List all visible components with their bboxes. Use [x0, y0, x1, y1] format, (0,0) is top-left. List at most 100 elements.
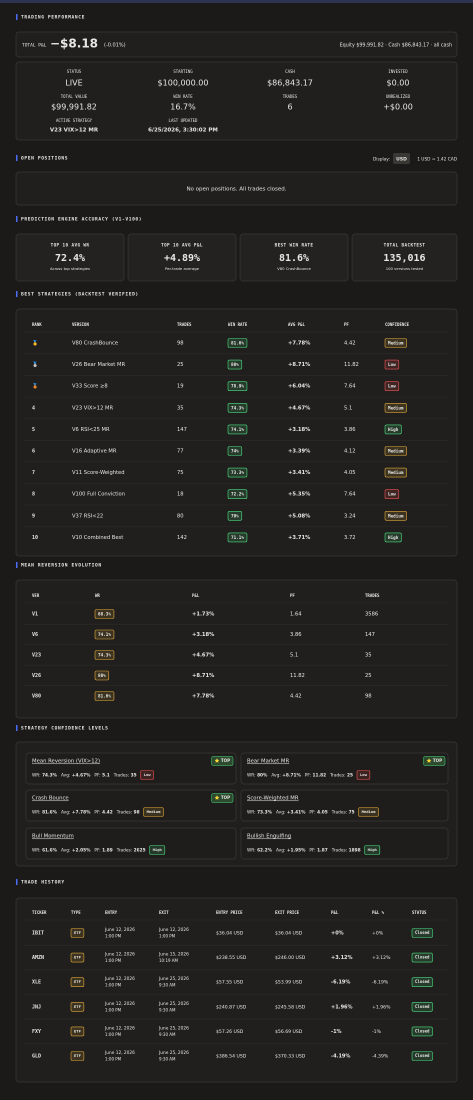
currency-toggle[interactable]: USD [396, 157, 407, 163]
win-rate-badge: 74.3% [98, 653, 111, 659]
accuracy-card [351, 233, 458, 282]
pnl: +3.12% [331, 955, 353, 961]
confidence-badge: Medium [388, 341, 404, 347]
section-title: TRADING PERFORMANCE [21, 15, 85, 21]
rank: 10 [32, 535, 38, 541]
version: V33 Score ≥8 [72, 384, 108, 390]
version: V16 Adaptive MR [72, 449, 117, 455]
confidence-badge-bg [384, 338, 407, 348]
stat-label: WR: [247, 810, 256, 816]
confidence-badge-bg [384, 359, 400, 370]
strategy-link[interactable]: Score-Weighted MR [247, 796, 299, 802]
exit-price: $245.58 USD [275, 1004, 306, 1010]
column-header: P&L % [372, 910, 385, 915]
stat-value: 75 [349, 810, 355, 816]
date: June 25, 2026 [158, 1050, 189, 1056]
confidence-badge-bg [384, 424, 402, 435]
strategy-link[interactable]: Mean Reversion (VIX>12) [32, 759, 100, 765]
date: June 25, 2026 [158, 1025, 189, 1031]
accuracy-label: TOTAL BACKTEST [384, 243, 426, 249]
win-rate-badge-bg [94, 650, 115, 660]
column-header: EXIT PRICE [275, 910, 300, 915]
column-header: PF [344, 322, 349, 327]
fx-rate: 1 USD = 1.42 CAD [417, 157, 457, 163]
confidence-badge-bg [384, 467, 407, 478]
time: 1:00 PM [105, 1032, 122, 1037]
avg-pnl: +7.78% [288, 341, 311, 347]
section-title: PREDICTION ENGINE ACCURACY (V1-V100) [21, 217, 142, 223]
column-header: WIN RATE [228, 322, 248, 327]
strategy-link[interactable]: Bear Market MR [247, 759, 289, 765]
accuracy-note: 100 versions tested [386, 266, 424, 271]
rank: 9 [32, 513, 35, 519]
stat-value: $86,843.17 [267, 79, 313, 88]
stat-label: INVESTED [388, 69, 408, 74]
column-header: AVG P&L [288, 322, 305, 327]
rank: 7 [32, 470, 35, 476]
pnl-label: TOTAL P&L [22, 43, 47, 49]
ticker: GLD [32, 1054, 41, 1060]
top-badge: ⭐ TOP [215, 758, 231, 763]
stat-label: Trades: [116, 810, 132, 816]
stat-label: TRADES [283, 94, 298, 99]
confidence-badge: Medium [362, 809, 376, 814]
section-accent [16, 291, 18, 297]
confidence-badge: Medium [388, 405, 404, 411]
stat-value: LIVE [65, 79, 82, 88]
type-badge-bg [70, 1051, 85, 1061]
pnl: -1% [331, 1029, 342, 1035]
avg-pnl: +3.18% [288, 427, 311, 433]
trades: 25 [365, 673, 372, 679]
rank: 8 [32, 492, 35, 498]
win-rate-badge-bg [227, 359, 243, 370]
type-badge: ETF [74, 930, 82, 935]
pnl-percent: -6.19% [372, 980, 389, 986]
stat-value: 80% [257, 773, 268, 779]
win-rate-badge: 80% [231, 362, 239, 368]
stat-label: PF: [94, 810, 100, 816]
date: June 12, 2026 [104, 952, 135, 958]
profit-factor: 11.82 [290, 673, 305, 679]
column-header: VER [32, 593, 40, 598]
win-rate-badge: 74% [231, 449, 239, 455]
status-badge-bg [411, 1001, 433, 1012]
strategy-link[interactable]: Crash Bounce [32, 796, 69, 802]
stat-label: UNREALIZED [386, 94, 411, 99]
column-header: ENTRY PRICE [216, 910, 243, 915]
trades: 35 [365, 653, 372, 659]
stat-value: 6/25/2026, 3:30:02 PM [148, 128, 218, 134]
avg-pnl: +5.08% [288, 513, 311, 519]
column-header: P&L [331, 910, 339, 915]
win-rate-badge-bg [227, 446, 243, 456]
section-title: TRADE HISTORY [21, 880, 65, 886]
profit-factor: 4.42 [290, 694, 302, 700]
time: 9:30 AM [159, 1057, 176, 1062]
stat-label: Trades: [329, 773, 345, 779]
pnl: -4.19% [331, 1054, 350, 1060]
accuracy-label: TOP 10 AVG P&L [161, 243, 203, 249]
strategy-link[interactable]: Bullish Engulfing [247, 834, 291, 840]
entry-price: $238.55 USD [216, 955, 247, 961]
trades: 77 [177, 449, 184, 455]
strategy-link[interactable]: Bull Momentum [32, 834, 74, 840]
stat-label: WR: [247, 848, 256, 854]
stat-label: WIN RATE [173, 94, 193, 99]
section-accent [16, 14, 18, 20]
accuracy-value: +4.89% [164, 253, 200, 264]
win-rate-badge-bg [227, 402, 248, 413]
pnl-percent: +0% [372, 931, 384, 937]
version: V26 Bear Market MR [72, 362, 125, 368]
win-rate-badge-bg [227, 338, 248, 348]
section-title: OPEN POSITIONS [21, 156, 68, 162]
status-badge-bg [411, 952, 433, 963]
profit-factor: 3.86 [344, 427, 356, 433]
top-badge-bg [423, 756, 446, 766]
pnl: +8.71% [192, 673, 215, 679]
history-panel [15, 897, 458, 1083]
win-rate-badge-bg [94, 691, 115, 701]
top-badge-bg [211, 793, 234, 803]
confidence-badge: Low [388, 362, 396, 368]
top-badge-bg [211, 756, 234, 766]
stat-value: 5.1 [102, 773, 110, 779]
